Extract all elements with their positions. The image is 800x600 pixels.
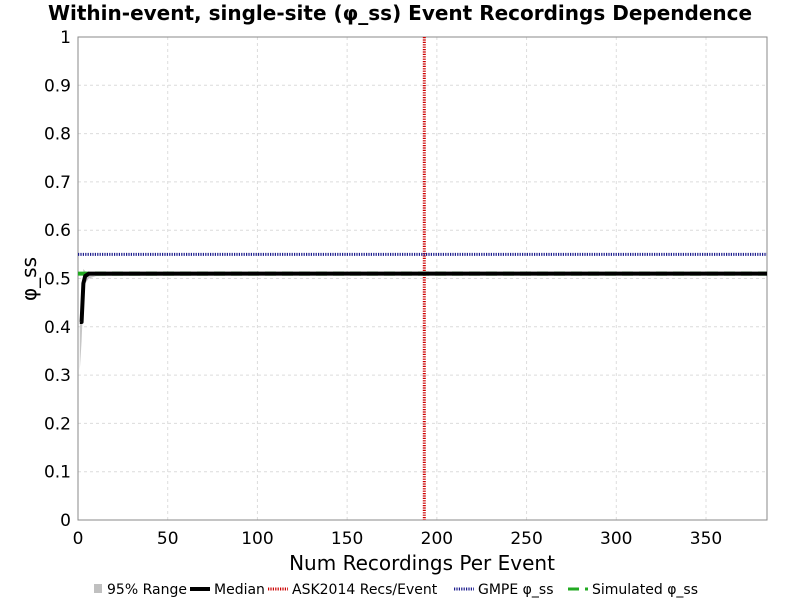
legend-swatch-95-range (94, 584, 102, 593)
legend-label-median: Median (214, 582, 265, 598)
chart-title: Within-event, single-site (φ_ss) Event R… (48, 1, 752, 25)
y-axis-label: φ_ss (17, 257, 41, 301)
x-tick-label: 200 (421, 529, 453, 549)
plot-frame (77, 36, 768, 521)
y-tick-label: 0.5 (44, 270, 71, 290)
y-tick-label: 0.2 (44, 414, 71, 434)
x-tick-label: 100 (241, 529, 273, 549)
legend: 95% Range Median ASK2014 Recs/Event GMPE φ_… (94, 582, 698, 598)
y-tick-label: 0.1 (44, 463, 71, 483)
x-tick-label: 150 (331, 529, 363, 549)
y-tick-label: 0.7 (44, 173, 71, 193)
x-axis-label: Num Recordings Per Event (289, 551, 555, 575)
legend-label-95-range: 95% Range (107, 582, 187, 598)
x-tick-label: 300 (600, 529, 632, 549)
x-tick-label: 0 (73, 529, 84, 549)
grid (77, 36, 767, 521)
y-tick-label: 0.3 (44, 366, 71, 386)
legend-label-simulated-ss: Simulated φ_ss (592, 582, 698, 598)
y-tick-label: 0 (60, 511, 71, 531)
legend-label-gmpe-ss: GMPE φ_ss (478, 582, 554, 598)
series-95-range-band (79, 268, 768, 371)
x-tick-label: 350 (690, 529, 722, 549)
y-tick-labels: 0 0.1 0.2 0.3 0.4 0.5 0.6 0.7 0.8 0.9 1 (44, 28, 71, 531)
series-layer (78, 37, 768, 520)
y-tick-label: 1 (60, 28, 71, 48)
y-tick-label: 0.9 (44, 76, 71, 96)
x-tick-label: 250 (510, 529, 542, 549)
legend-label-ask2014-recs-event: ASK2014 Recs/Event (292, 582, 438, 598)
y-tick-label: 0.4 (44, 318, 71, 338)
series-median-line (79, 271, 767, 324)
x-tick-labels: 0 50 100 150 200 250 300 350 (73, 529, 723, 549)
x-tick-label: 50 (157, 529, 179, 549)
y-tick-label: 0.8 (44, 125, 71, 145)
y-tick-label: 0.6 (44, 221, 71, 241)
